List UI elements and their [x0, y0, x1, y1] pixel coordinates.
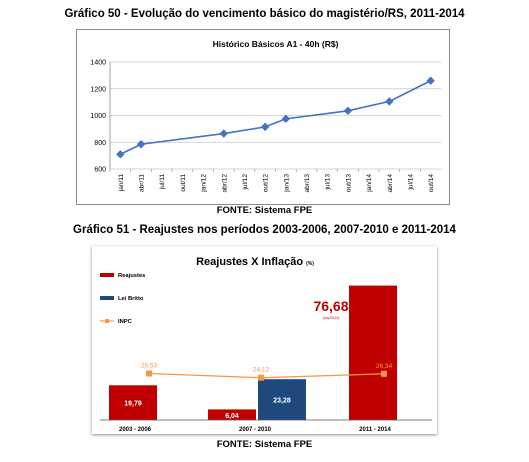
x-tick-label: abr/12	[221, 174, 228, 193]
inpc-label: 26,34	[376, 363, 393, 370]
x-tick-label: abr/11	[139, 174, 146, 192]
figure2-source: FONTE: Sistema FPE	[216, 439, 313, 450]
bar	[208, 409, 256, 420]
legend-label: Lei Britto	[118, 296, 144, 302]
inpc-marker	[381, 370, 387, 377]
data-point	[343, 106, 353, 116]
bar-chart-title: Reajustes X Inflação (%)	[196, 256, 314, 268]
line-chart: Histórico Básicos A1 - 40h (R$) 600 800 100…	[90, 39, 441, 193]
line-chart-panel: Histórico Básicos A1 - 40h (R$) 600 800 100…	[76, 29, 450, 205]
x-tick-label: out/14	[428, 174, 435, 192]
x-tick-label: abr/13	[304, 174, 311, 193]
y-tick-label: 1200	[90, 86, 106, 93]
x-tick-label: jul/12	[242, 174, 249, 191]
bar	[258, 379, 306, 420]
y-tick-label: 1000	[90, 113, 106, 120]
data-point	[385, 97, 394, 106]
inpc-line	[148, 372, 385, 379]
inpc-marker	[146, 370, 152, 377]
x-tick-label: jul/13	[325, 174, 332, 191]
x-tick-label: jan/14	[366, 174, 373, 193]
data-label: 76,68	[313, 298, 348, 314]
data-point	[116, 150, 125, 159]
x-tick-label: jan/13	[283, 174, 290, 193]
inpc-label: 26,53	[141, 362, 158, 369]
legend-marker	[105, 319, 109, 323]
category-label: 2011 - 2014	[359, 427, 391, 433]
x-tick-label: jul/14	[407, 174, 414, 191]
bar-chart: Reajustes X Inflação (%) Reajustes Lei Bri…	[100, 256, 432, 433]
bar	[349, 285, 397, 420]
y-tick-label: 600	[94, 167, 106, 174]
category-label: 2007 - 2010	[239, 427, 272, 433]
inpc-label: 24,12	[253, 367, 270, 374]
data-label: 19,79	[124, 401, 142, 408]
category-label: 2003 - 2006	[119, 427, 152, 433]
data-point	[260, 122, 270, 132]
bar	[109, 385, 157, 420]
data-point	[426, 76, 435, 85]
inpc-marker	[258, 374, 264, 381]
line-chart-title: Histórico Básicos A1 - 40h (R$)	[213, 39, 339, 49]
y-tick-label: 1400	[90, 60, 106, 67]
y-tick-label: 800	[94, 140, 106, 147]
x-tick-label: jan/12	[201, 174, 208, 193]
figure2-caption: Gráfico 51 - Reajustes nos períodos 2003…	[73, 224, 456, 236]
data-label: 6,04	[225, 413, 239, 420]
figure1-caption: Gráfico 50 - Evolução do vencimento bási…	[64, 8, 465, 20]
data-label: 23,28	[273, 398, 291, 405]
data-point	[136, 140, 146, 149]
series-line	[119, 80, 432, 156]
annotation: (nov/2014)	[323, 316, 340, 320]
legend-swatch	[100, 273, 114, 277]
x-tick-label: jan/11	[118, 174, 125, 193]
x-tick-label: out/11	[180, 174, 187, 192]
x-tick-label: out/13	[345, 174, 352, 192]
data-point	[281, 114, 291, 124]
legend-swatch	[100, 296, 114, 300]
legend-label: Reajustes	[118, 273, 145, 279]
title-unit: (%)	[306, 261, 314, 267]
x-tick-label: jul/11	[159, 174, 166, 190]
bar-chart-panel: Reajustes X Inflação (%) Reajustes Lei Bri…	[92, 246, 437, 434]
legend-label: INPC	[118, 319, 133, 325]
figure1-source: FONTE: Sistema FPE	[216, 205, 313, 216]
x-tick-label: abr/14	[387, 174, 394, 193]
x-tick-label: out/12	[263, 174, 270, 192]
data-point	[219, 129, 228, 138]
